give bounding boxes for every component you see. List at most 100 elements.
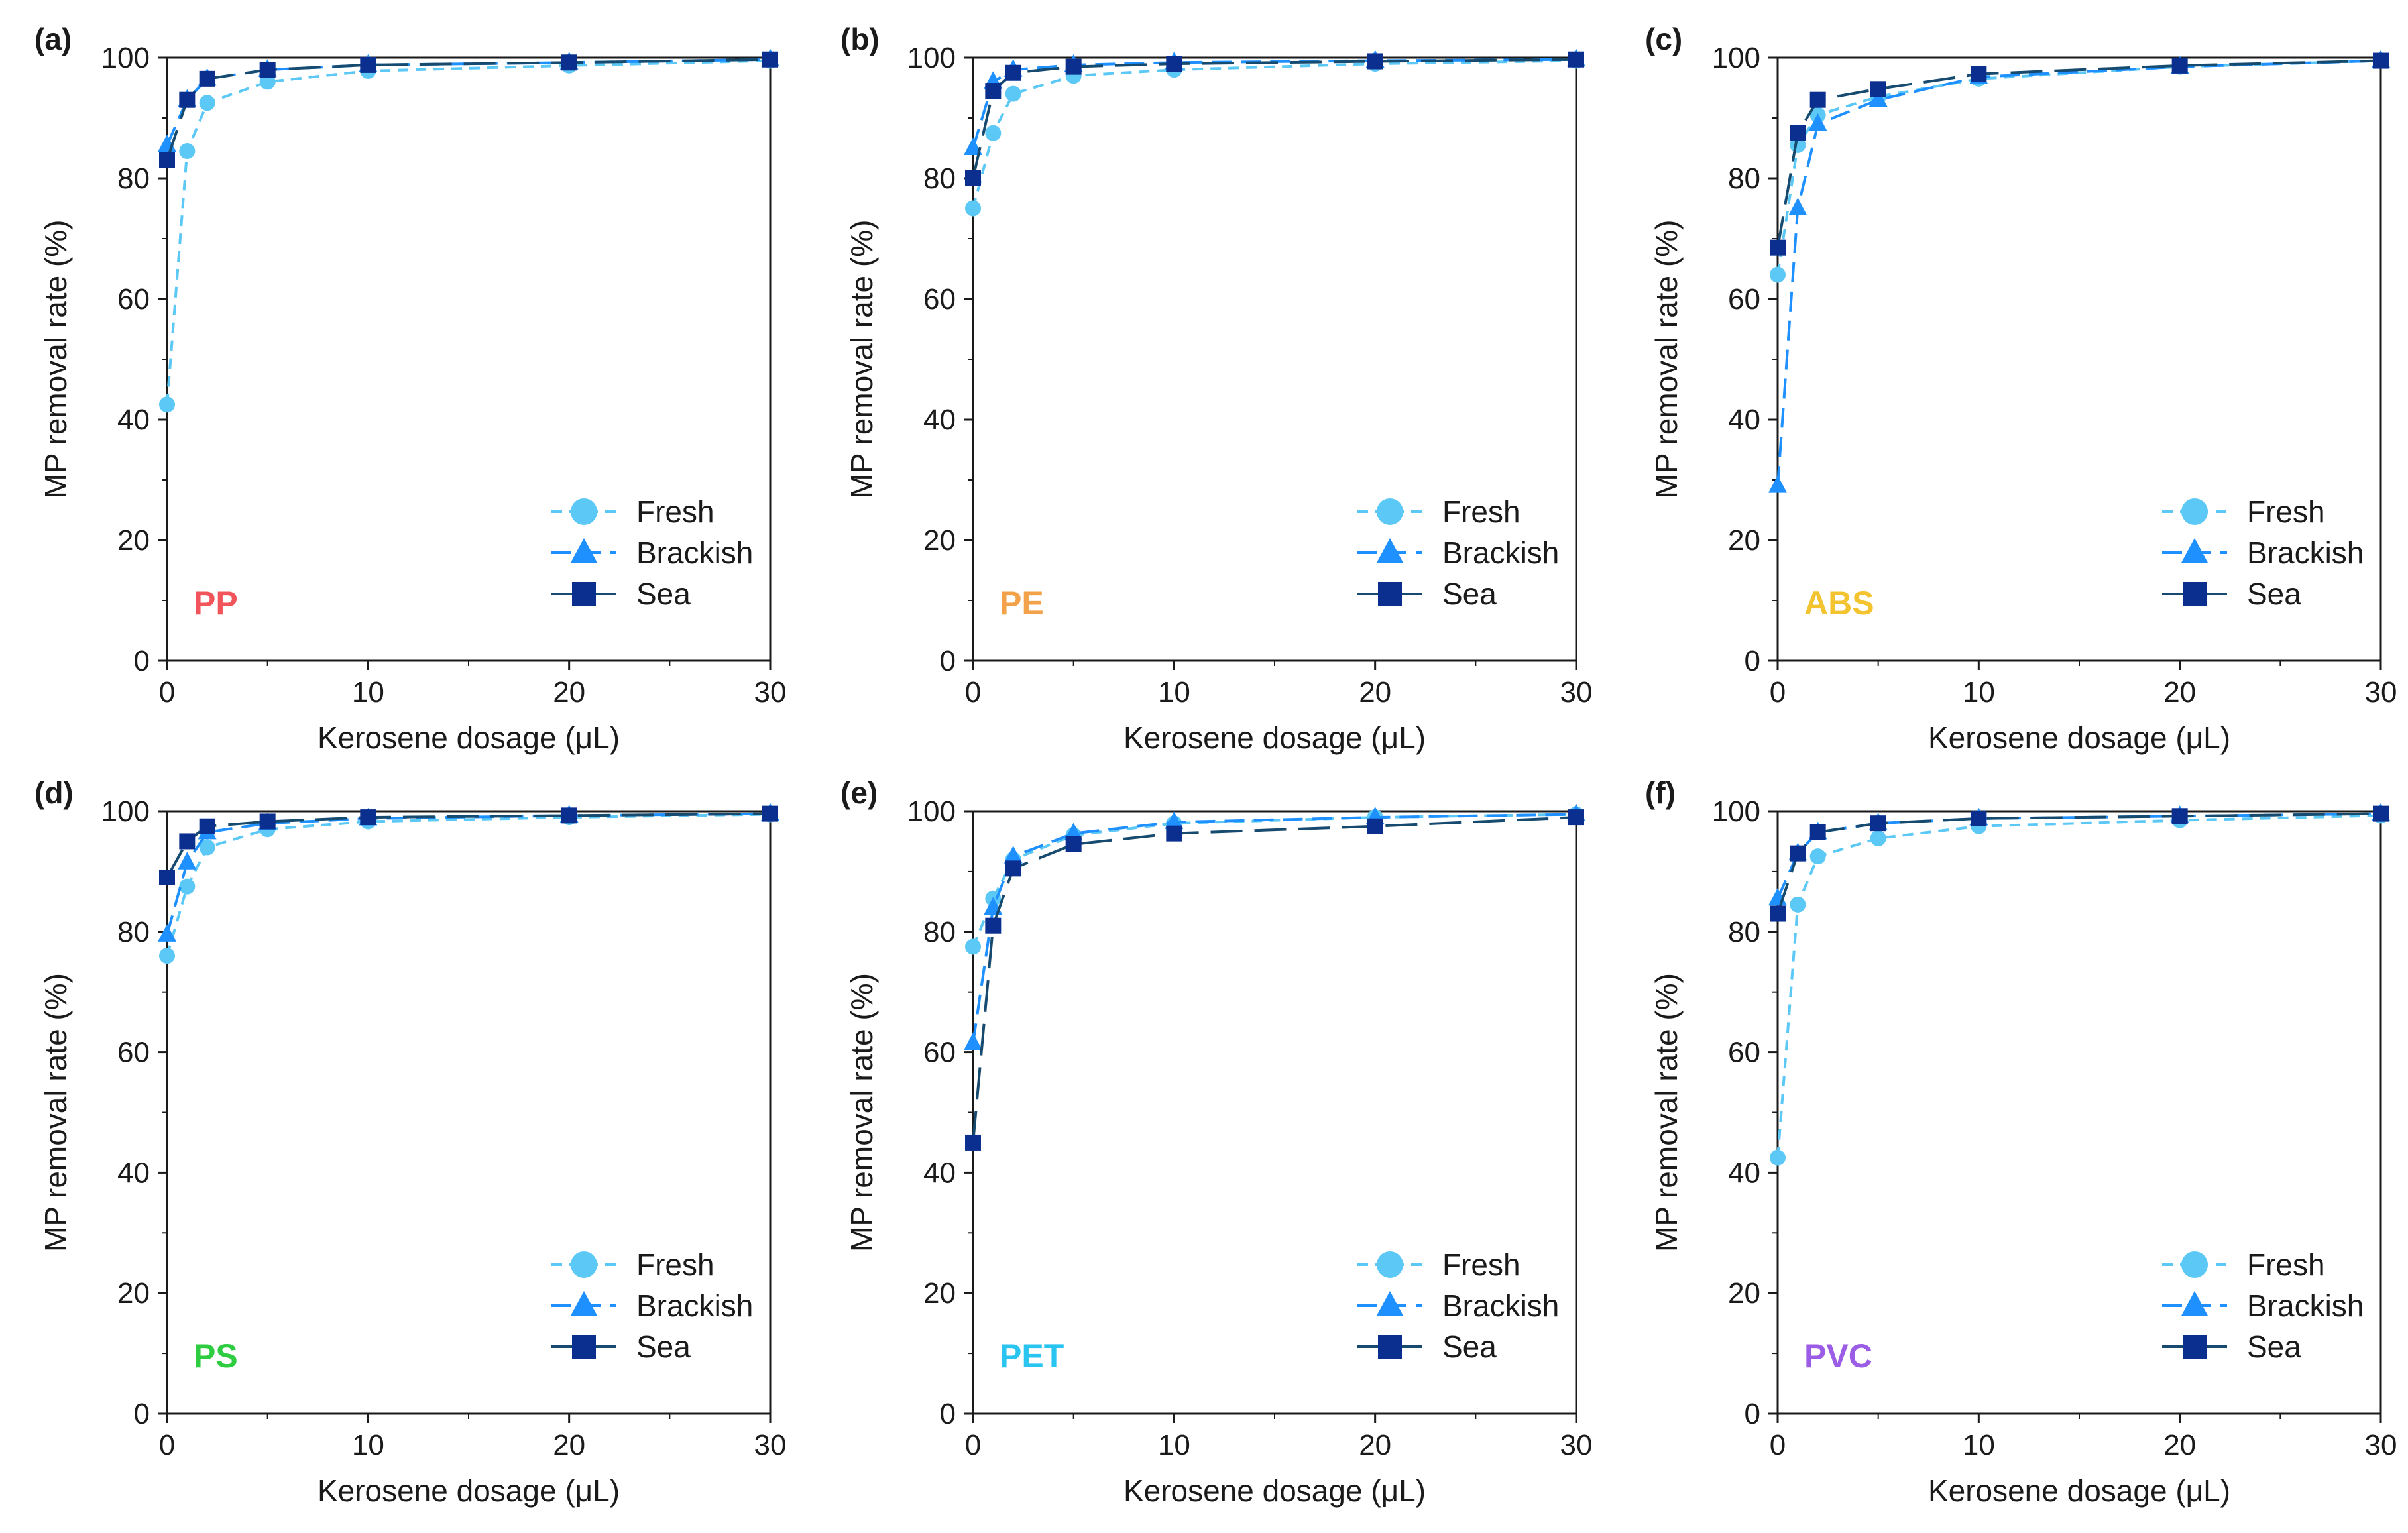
legend-marker (1377, 538, 1403, 563)
series-line (1776, 59, 2381, 248)
legend-entry-brackish: Brackish (1357, 536, 1559, 570)
legend-label: Fresh (636, 494, 715, 529)
polymer-label: PE (1000, 585, 1044, 622)
panel-label: (b) (840, 22, 880, 56)
y-axis-title: MP removal rate (%) (1649, 973, 1684, 1252)
y-tick-label: 60 (923, 283, 956, 315)
legend-label: Brackish (636, 536, 753, 570)
legend-entry-fresh: Fresh (2162, 494, 2325, 529)
data-point (179, 878, 196, 895)
legend-label: Sea (2247, 1330, 2301, 1364)
data-point (199, 95, 215, 111)
y-axis-title: MP removal rate (%) (844, 973, 879, 1252)
legend-entry-sea: Sea (1357, 1330, 1497, 1364)
data-point (965, 200, 981, 217)
y-tick-label: 100 (101, 795, 150, 828)
data-point (199, 70, 215, 87)
legend-entry-fresh: Fresh (551, 1247, 715, 1282)
series-line (972, 58, 1577, 149)
series-fresh (965, 806, 1584, 955)
series-line (166, 812, 771, 878)
y-axis-title: MP removal rate (%) (844, 220, 879, 499)
series-brackish (964, 803, 1585, 1050)
legend-marker (1377, 1291, 1403, 1316)
legend-label: Brackish (2247, 536, 2364, 570)
panel-label: (e) (840, 775, 878, 810)
series-fresh (159, 52, 778, 413)
legend-marker (2181, 1291, 2208, 1316)
y-tick-label: 20 (923, 524, 956, 557)
x-tick-label: 30 (754, 1429, 787, 1461)
x-tick-label: 20 (553, 676, 585, 709)
polymer-label: PP (194, 585, 238, 622)
legend-marker (2183, 582, 2207, 606)
y-tick-label: 60 (117, 1037, 150, 1069)
x-tick-label: 10 (352, 1429, 384, 1461)
data-point (1568, 809, 1584, 826)
data-point (1770, 905, 1786, 922)
legend-label: Brackish (2247, 1288, 2364, 1323)
data-point (1568, 51, 1584, 68)
y-tick-label: 40 (923, 404, 956, 436)
y-axis-title: MP removal rate (%) (1649, 220, 1684, 499)
data-point (985, 917, 1002, 934)
data-point (179, 143, 196, 160)
legend-marker (1377, 1251, 1403, 1278)
plot-frame (972, 810, 1577, 1415)
data-point (1790, 896, 1806, 913)
data-point (2373, 52, 2389, 69)
panel-b: 0 20 40 60 80 100 0 10 20 30 Kerosene dosage (μL) M… (840, 22, 1592, 755)
y-tick-label: 20 (117, 524, 150, 557)
x-tick-label: 20 (2163, 676, 2196, 709)
series-brackish (1768, 50, 2390, 493)
series-sea (159, 51, 778, 168)
x-tick-label: 30 (754, 676, 787, 709)
x-tick-label: 10 (1963, 676, 1995, 709)
data-point (1788, 198, 1807, 215)
panel-d: 0 20 40 60 80 100 0 10 20 30 Kerosene dosage (μL) M… (34, 775, 786, 1508)
legend-label: Sea (636, 577, 691, 611)
data-point (2171, 808, 2188, 824)
legend-label: Fresh (636, 1247, 715, 1282)
panel-label: (d) (34, 775, 74, 810)
y-tick-label: 60 (923, 1037, 956, 1069)
data-point (1809, 824, 1826, 840)
data-point (1770, 1149, 1786, 1166)
y-tick-label: 80 (923, 916, 956, 948)
data-point (259, 62, 276, 78)
series-line (166, 813, 771, 956)
data-point (1367, 818, 1383, 834)
series-sea (159, 805, 778, 885)
data-point (360, 809, 376, 826)
data-point (1005, 64, 1021, 81)
legend-label: Fresh (2247, 494, 2325, 529)
y-tick-label: 100 (1712, 42, 1760, 74)
data-point (1065, 836, 1082, 852)
y-tick-label: 60 (117, 283, 150, 315)
data-point (1770, 239, 1786, 256)
data-point (1971, 810, 1987, 826)
data-point (1064, 823, 1083, 841)
data-point (259, 813, 276, 830)
data-point (199, 839, 215, 856)
series-fresh (1770, 807, 2389, 1166)
panel-c: 0 20 40 60 80 100 0 10 20 30 Kerosene dosage (μL) M… (1645, 22, 2397, 755)
y-tick-label: 80 (1728, 162, 1760, 195)
data-point (1808, 113, 1827, 131)
y-tick-label: 40 (1728, 1157, 1760, 1189)
x-tick-label: 30 (2365, 1429, 2397, 1461)
panel-e: 0 20 40 60 80 100 0 10 20 30 Kerosene dosage (μL) M… (840, 775, 1592, 1508)
y-tick-label: 80 (117, 162, 150, 195)
x-tick-label: 0 (965, 676, 981, 709)
data-point (965, 1134, 981, 1151)
y-tick-label: 20 (117, 1277, 150, 1310)
y-tick-label: 40 (117, 1157, 150, 1189)
y-tick-label: 0 (940, 1398, 956, 1430)
series-line (166, 58, 771, 161)
x-tick-label: 30 (1560, 676, 1593, 709)
series-line (972, 816, 1577, 1143)
x-tick-label: 0 (1770, 1429, 1786, 1461)
legend-entry-fresh: Fresh (551, 494, 715, 529)
legend-entry-brackish: Brackish (2162, 536, 2364, 570)
series-fresh (965, 52, 1584, 217)
